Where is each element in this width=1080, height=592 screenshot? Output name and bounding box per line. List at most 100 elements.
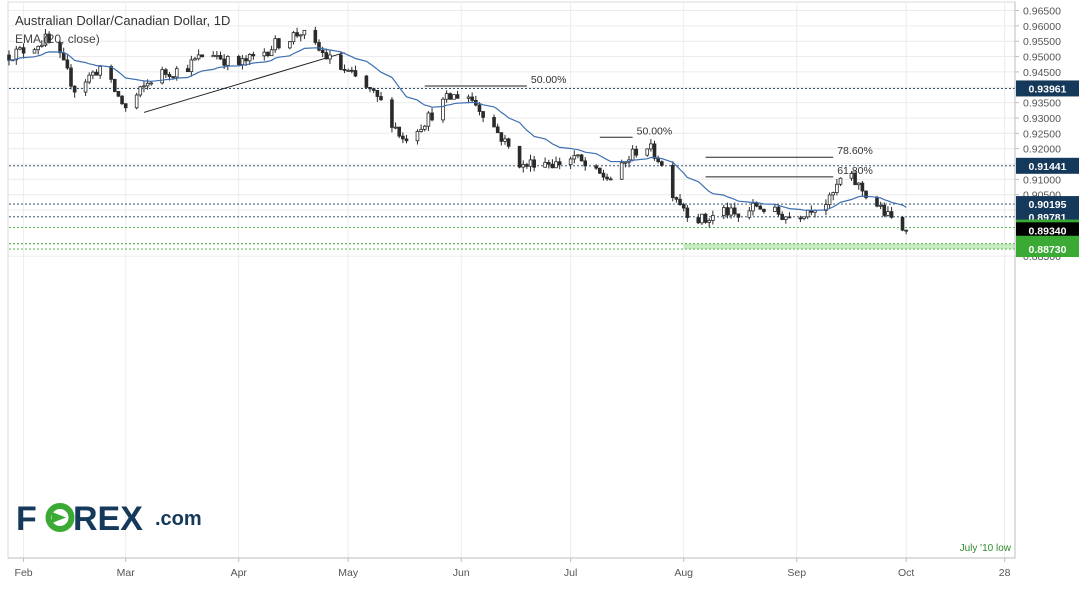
x-tick-label: May — [338, 567, 359, 579]
candle-down — [598, 167, 602, 174]
candle-up — [87, 74, 92, 83]
candle-up — [193, 58, 197, 61]
forex-logo: F REX .com — [16, 500, 202, 538]
candle-down — [109, 66, 113, 80]
candle-up — [827, 194, 832, 206]
candle-down — [656, 158, 660, 163]
candle-down — [120, 95, 124, 105]
candle-down — [368, 87, 372, 90]
candle-down — [477, 104, 482, 112]
candle-up — [722, 207, 726, 216]
candle-up — [773, 206, 777, 212]
y-tick-label: 0.91000 — [1023, 174, 1061, 186]
candle-up — [856, 182, 861, 186]
candle-up — [441, 98, 445, 121]
price-tag-bg — [1016, 241, 1079, 258]
candle-up — [83, 81, 88, 93]
candle-up — [134, 94, 139, 109]
support-zone: July '10 low — [683, 243, 1015, 554]
candle-down — [317, 42, 321, 51]
candle-down — [430, 112, 434, 121]
candle-down — [601, 172, 606, 178]
candle-down — [608, 178, 613, 181]
candle-up — [729, 207, 733, 216]
candle-down — [889, 211, 894, 218]
candle-down — [605, 176, 609, 180]
candle-down — [579, 154, 584, 162]
candle-up — [849, 173, 854, 179]
candle-down — [492, 117, 496, 128]
candle-up — [452, 94, 456, 100]
candle-up — [747, 210, 752, 218]
x-tick-label: Sep — [787, 567, 806, 579]
candle-down — [364, 75, 369, 88]
candle-down — [875, 197, 879, 207]
candle-down — [660, 161, 664, 166]
candle-up — [36, 45, 40, 51]
candle-up — [576, 154, 580, 157]
candle-down — [703, 213, 708, 223]
candle-up — [138, 86, 143, 96]
candle-down — [495, 126, 500, 134]
candle-down — [167, 74, 172, 77]
candle-up — [302, 29, 307, 36]
candle-down — [371, 88, 376, 91]
x-tick-label: Oct — [898, 567, 914, 579]
logo-suffix: .com — [155, 508, 202, 530]
candle-down — [652, 143, 657, 159]
candle-up — [262, 51, 267, 57]
candle-up — [291, 32, 296, 43]
candle-up — [211, 55, 216, 58]
candle-down — [787, 216, 792, 219]
candle-down — [780, 213, 784, 220]
candle-down — [222, 58, 226, 66]
y-tick-label: 0.96500 — [1023, 6, 1061, 18]
candle-up — [444, 93, 449, 100]
candle-down — [251, 54, 256, 57]
candle-up — [426, 112, 431, 127]
candle-up — [568, 158, 573, 166]
candle-up — [40, 44, 44, 47]
candle-down — [69, 67, 73, 87]
candle-down — [47, 33, 51, 43]
candle-down — [404, 138, 409, 142]
candle-down — [58, 42, 62, 54]
trendline-segment — [143, 52, 345, 113]
price-tag-label: 0.90195 — [1029, 199, 1067, 211]
candle-down — [72, 85, 77, 93]
candle-up — [649, 143, 653, 150]
x-tick-label: Aug — [674, 567, 693, 579]
candle-down — [21, 47, 26, 54]
candle-up — [630, 148, 635, 161]
candle-down — [583, 160, 588, 167]
price-tag-label: 0.91441 — [1029, 161, 1067, 173]
candle-down — [94, 71, 99, 76]
candle-down — [758, 205, 763, 210]
y-tick-label: 0.95000 — [1023, 52, 1061, 64]
candle-up — [145, 82, 150, 87]
candle-up — [288, 41, 292, 49]
candle-up — [240, 58, 245, 66]
support-zone-label: July '10 low — [960, 543, 1012, 554]
candle-down — [678, 198, 682, 205]
logo-brand-f: F — [16, 500, 37, 538]
candle-down — [339, 54, 343, 70]
candle-down — [550, 163, 555, 169]
logo-arrow-icon — [52, 512, 66, 523]
candle-down — [455, 94, 460, 99]
x-tick-label: Mar — [117, 567, 136, 579]
candle-down — [200, 54, 205, 58]
logo-o-icon — [45, 503, 75, 532]
candle-down — [882, 204, 887, 216]
candle-down — [342, 69, 347, 71]
candle-down — [762, 208, 766, 212]
candle-up — [831, 192, 836, 196]
candle-up — [572, 155, 577, 160]
x-tick-label: Feb — [15, 567, 33, 579]
price-tag-bg — [1016, 80, 1079, 97]
candle-up — [226, 55, 230, 66]
candle-up — [346, 69, 350, 72]
candle-up — [273, 38, 278, 51]
candle-up — [554, 161, 558, 169]
